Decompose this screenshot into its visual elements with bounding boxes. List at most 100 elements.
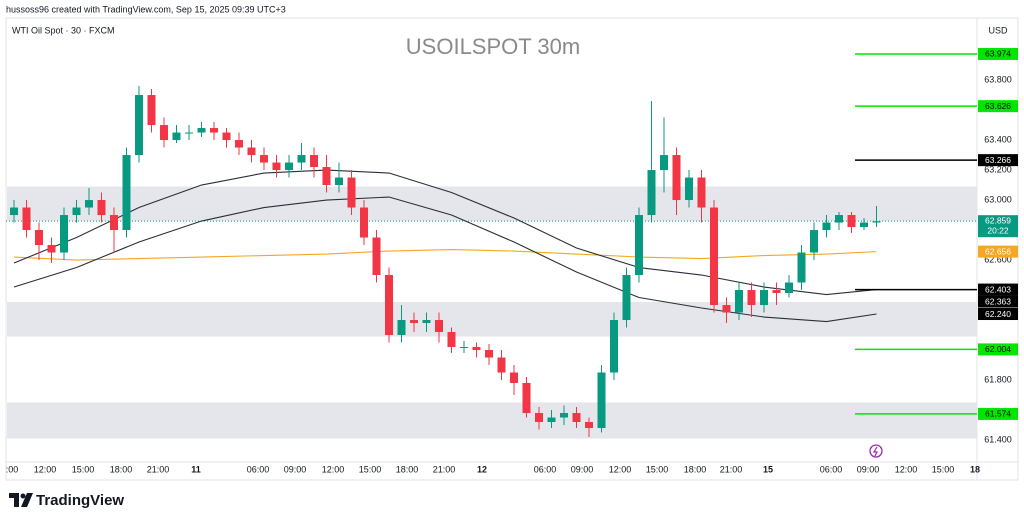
x-tick-label: 06:00 xyxy=(820,464,843,474)
event-icon-bolt xyxy=(872,446,878,457)
price-badge xyxy=(978,295,1018,308)
candle xyxy=(97,192,106,223)
price-badge xyxy=(978,154,1018,167)
y-tick-label: 63.400 xyxy=(984,134,1012,144)
price-badge-label: 61.574 xyxy=(985,409,1011,419)
candle xyxy=(72,200,81,223)
event-icon[interactable] xyxy=(869,444,883,458)
candle xyxy=(472,342,481,358)
candle xyxy=(585,417,593,438)
candle xyxy=(485,344,493,366)
candle xyxy=(422,312,431,333)
price-badge xyxy=(978,283,1018,296)
moving-average xyxy=(13,169,877,296)
x-tick-label: 15:00 xyxy=(646,464,669,474)
candle-body xyxy=(660,155,668,171)
candle-body xyxy=(585,422,593,429)
candle-body xyxy=(485,350,493,358)
candle xyxy=(260,147,268,171)
moving-average xyxy=(13,196,877,323)
price-badge xyxy=(978,308,1018,321)
candle xyxy=(310,147,318,178)
candle xyxy=(147,89,156,133)
x-tick-label: 06:00 xyxy=(534,464,557,474)
candle-body xyxy=(460,347,468,349)
price-badge xyxy=(978,343,1018,356)
candle-body xyxy=(272,162,281,171)
candle-body xyxy=(85,200,93,208)
candle-body xyxy=(410,320,418,324)
candle-body xyxy=(597,372,606,429)
candle-body xyxy=(697,177,706,208)
price-badge-label: 63.266 xyxy=(985,155,1011,165)
candle xyxy=(210,122,218,141)
candle xyxy=(397,305,406,343)
candle-body xyxy=(35,230,43,246)
zone xyxy=(7,186,977,222)
x-tick-label: 21:00 xyxy=(147,464,170,474)
last-price-badge xyxy=(978,215,1018,238)
price-badge-label: 62.240 xyxy=(985,309,1011,319)
candle xyxy=(385,267,393,343)
candle xyxy=(797,245,806,291)
x-tick-label: 11 xyxy=(191,464,201,474)
candle-body xyxy=(785,282,793,294)
candle-body xyxy=(622,275,631,321)
candle-body xyxy=(185,132,193,134)
x-tick-label: 18:00 xyxy=(110,464,133,474)
candle xyxy=(22,200,31,238)
candle-body xyxy=(97,200,106,216)
candle xyxy=(110,207,118,253)
symbol-label: WTI Oil Spot · 30 · FXCM xyxy=(12,25,115,35)
candle xyxy=(347,170,356,216)
zone xyxy=(7,302,977,337)
candle xyxy=(222,128,231,148)
candle-body xyxy=(160,125,168,141)
candle xyxy=(710,200,718,313)
candle xyxy=(647,101,656,223)
brand-name: TradingView xyxy=(36,492,124,509)
candle-body xyxy=(610,320,618,373)
candle xyxy=(435,312,443,343)
candle xyxy=(510,365,518,396)
candle xyxy=(247,140,256,163)
candle-body xyxy=(747,290,756,306)
candle xyxy=(872,206,881,228)
x-tick-label: 09:00 xyxy=(284,464,307,474)
candle xyxy=(60,207,68,261)
candle xyxy=(760,282,768,313)
candle-body xyxy=(797,252,806,283)
candle xyxy=(10,200,18,223)
candle-body xyxy=(522,383,531,414)
candle-body xyxy=(772,290,781,294)
chart-title: USOILSPOT 30m xyxy=(406,34,580,59)
candle xyxy=(447,327,456,354)
candle-body xyxy=(135,95,143,156)
candle xyxy=(122,147,131,238)
candle-body xyxy=(472,347,481,351)
candle xyxy=(535,407,543,430)
candle-body xyxy=(735,290,743,313)
logo-part xyxy=(21,493,33,507)
candle xyxy=(572,407,581,429)
candle-body xyxy=(347,177,356,208)
x-tick-label: 18 xyxy=(970,464,980,474)
candle xyxy=(497,350,506,381)
candle xyxy=(285,155,293,178)
candle-body xyxy=(835,215,843,223)
candle xyxy=(235,132,243,156)
brand-logo xyxy=(9,493,33,507)
candle-body xyxy=(372,237,381,276)
candle-body xyxy=(647,170,656,216)
candle xyxy=(835,212,843,231)
price-badge xyxy=(978,47,1018,60)
y-tick-label: 63.200 xyxy=(984,164,1012,174)
y-tick-label: 61.800 xyxy=(984,374,1012,384)
candle xyxy=(785,275,793,298)
candle xyxy=(297,143,306,171)
x-tick-label: 18:00 xyxy=(684,464,707,474)
candle-body xyxy=(572,413,581,423)
candle xyxy=(197,122,206,138)
